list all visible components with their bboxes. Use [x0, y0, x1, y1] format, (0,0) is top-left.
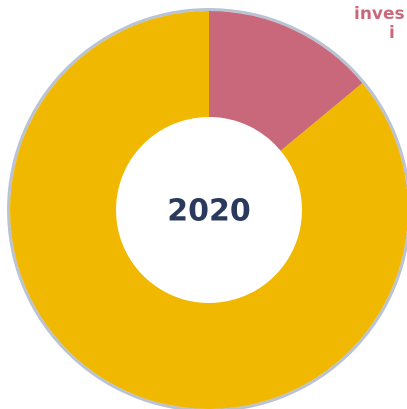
- pie-segment: [10, 11, 407, 409]
- center-label: 2020: [167, 194, 251, 229]
- annotation: i: [389, 23, 395, 43]
- annotation: inves: [354, 4, 405, 24]
- pie-segment: [209, 11, 363, 151]
- outline: [7, 8, 407, 409]
